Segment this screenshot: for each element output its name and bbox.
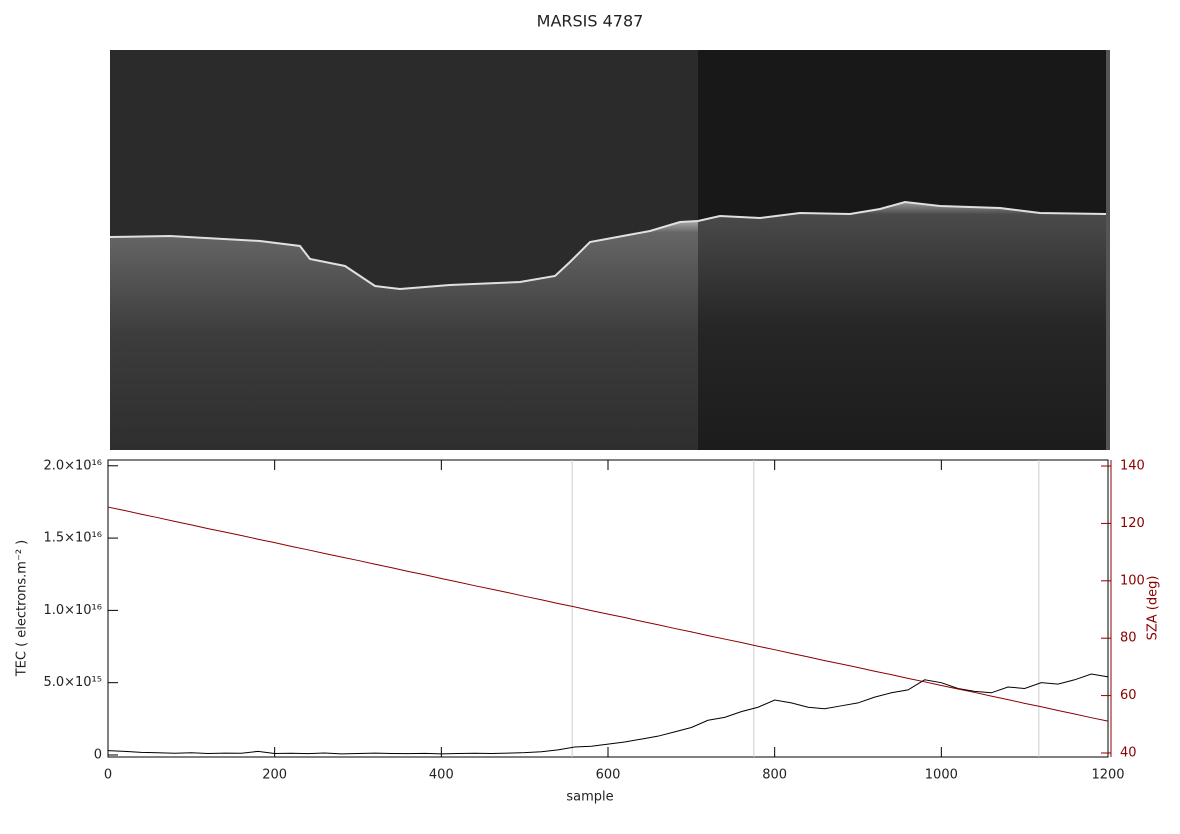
y2-tick-label: 60 bbox=[1120, 688, 1137, 703]
x-tick-label: 1000 bbox=[925, 768, 958, 783]
series-line bbox=[107, 673, 1109, 755]
radargram-edge bbox=[1106, 50, 1110, 450]
surface-line bbox=[109, 200, 1107, 291]
y2-tick-label: 40 bbox=[1120, 745, 1137, 760]
y-tick-label: 1.5×10¹⁶ bbox=[43, 531, 102, 546]
x-tick-label: 400 bbox=[429, 768, 454, 783]
y2-tick-label: 100 bbox=[1120, 573, 1145, 588]
y-axis-label: TEC ( electrons.m⁻² ) bbox=[15, 540, 30, 678]
y-tick-label: 0 bbox=[94, 747, 102, 762]
surface-echo-left bbox=[110, 221, 698, 450]
x-tick-label: 800 bbox=[762, 768, 787, 783]
y2-tick-label: 120 bbox=[1120, 516, 1145, 531]
y2-tick-label: 80 bbox=[1120, 631, 1137, 646]
x-tick-label: 200 bbox=[262, 768, 287, 783]
y-tick-label: 5.0×10¹⁵ bbox=[43, 675, 102, 690]
y-tick-label: 2.0×10¹⁶ bbox=[43, 458, 102, 473]
x-axis-label: sample bbox=[566, 790, 613, 805]
chart-title: MARSIS 4787 bbox=[537, 12, 644, 31]
y-tick-label: 1.0×10¹⁶ bbox=[43, 603, 102, 618]
y2-tick-label: 140 bbox=[1120, 459, 1145, 474]
plot-frame bbox=[107, 459, 1109, 758]
y2-axis-label: SZA (deg) bbox=[1146, 576, 1161, 641]
radargram bbox=[109, 50, 1110, 450]
series-line bbox=[107, 506, 1109, 722]
x-tick-label: 1200 bbox=[1091, 768, 1124, 783]
surface-echo-right bbox=[698, 202, 1106, 450]
x-tick-label: 600 bbox=[596, 768, 621, 783]
x-tick-label: 0 bbox=[104, 768, 112, 783]
